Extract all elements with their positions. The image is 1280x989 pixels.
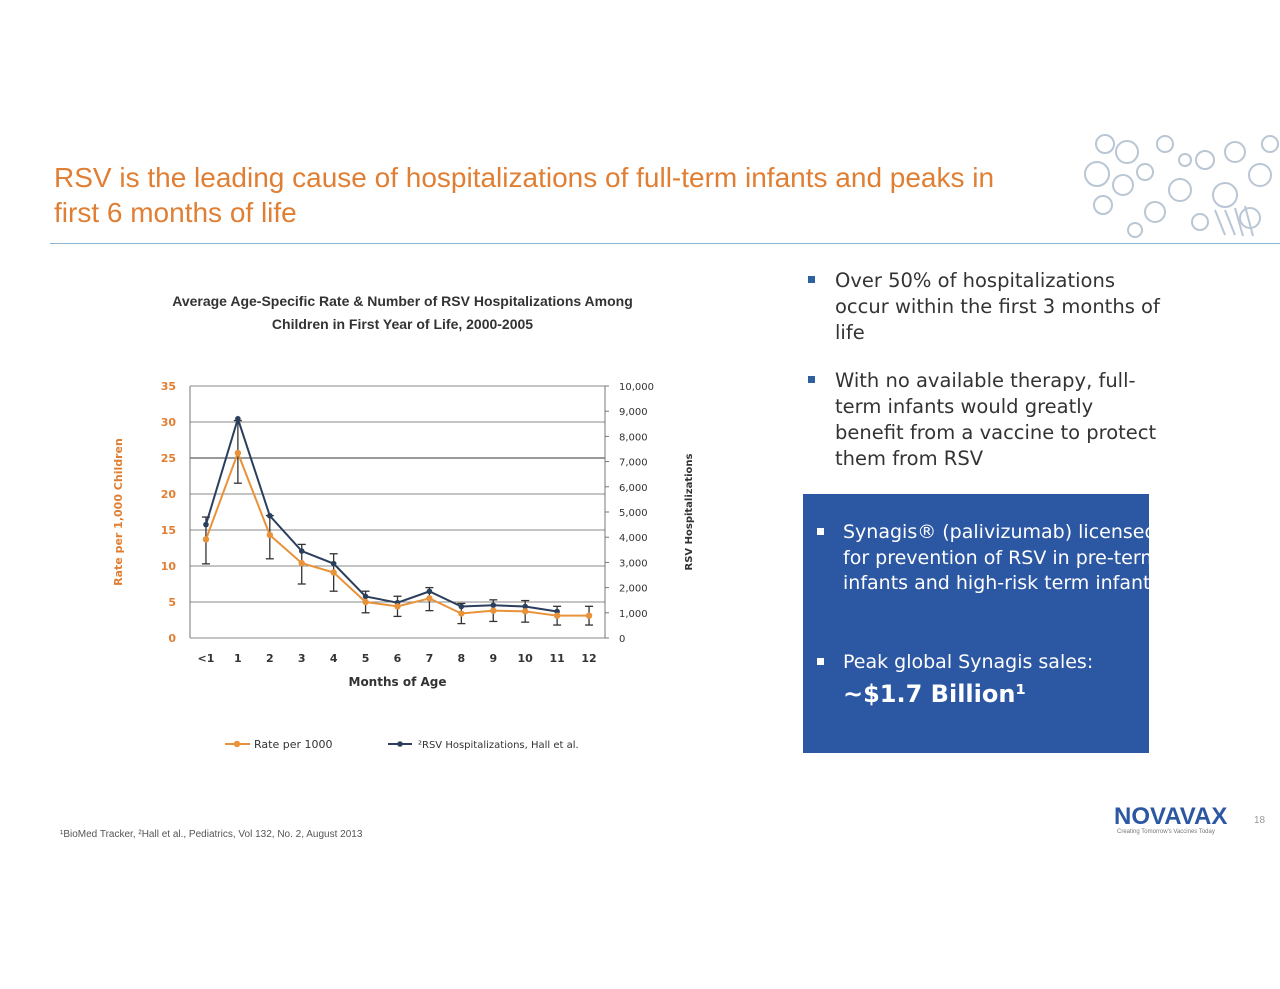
data-point-hospitalizations bbox=[235, 415, 241, 422]
legend-marker-rate bbox=[233, 740, 241, 748]
bullet-list: Over 50% of hospitalizations occur withi… bbox=[805, 268, 1160, 494]
y2-axis-label: RSV Hospitalizations bbox=[684, 453, 695, 570]
x-tick-label: 6 bbox=[394, 652, 402, 665]
y2-tick-label: 1,000 bbox=[619, 609, 648, 620]
y-tick-label: 35 bbox=[161, 380, 176, 393]
y2-tick-label: 3,000 bbox=[619, 558, 648, 569]
data-point-rate bbox=[458, 610, 465, 617]
x-tick-label: 5 bbox=[362, 652, 370, 665]
x-tick-label: 3 bbox=[298, 652, 306, 665]
y-tick-label: 10 bbox=[161, 560, 177, 573]
y2-tick-label: 8,000 bbox=[619, 432, 648, 443]
y2-tick-label: 4,000 bbox=[619, 533, 648, 544]
x-tick-label: 8 bbox=[458, 652, 466, 665]
y2-tick-label: 7,000 bbox=[619, 458, 648, 469]
x-tick-label: <1 bbox=[198, 652, 215, 665]
data-point-hospitalizations bbox=[203, 521, 209, 528]
data-point-hospitalizations bbox=[298, 548, 305, 554]
data-point-rate bbox=[426, 595, 433, 602]
data-point-hospitalizations bbox=[522, 603, 528, 610]
novavax-logo: NOVAVAX bbox=[1114, 803, 1228, 830]
data-point-rate bbox=[298, 559, 305, 567]
y-tick-label: 30 bbox=[161, 416, 177, 429]
y2-tick-label: 5,000 bbox=[619, 508, 648, 519]
legend-marker-hospitalizations bbox=[397, 741, 403, 747]
x-tick-label: 7 bbox=[426, 652, 434, 665]
y-tick-label: 5 bbox=[168, 596, 176, 609]
data-point-hospitalizations bbox=[426, 588, 433, 595]
data-point-rate bbox=[521, 608, 529, 615]
sales-value: ~$1.7 Billion¹ bbox=[843, 679, 1026, 708]
y2-tick-label: 9,000 bbox=[619, 407, 648, 418]
series-line-hospitalizations bbox=[205, 415, 558, 613]
callout-item-synagis: Synagis® (palivizumab) licensed for prev… bbox=[815, 520, 1168, 597]
legend-label-hospitalizations: ²RSV Hospitalizations, Hall et al. bbox=[418, 740, 579, 751]
callout-item-sales: Peak global Synagis sales: ~$1.7 Billion… bbox=[815, 650, 1168, 712]
data-point-rate bbox=[490, 607, 497, 614]
data-point-rate bbox=[330, 569, 337, 576]
x-axis-label: Months of Age bbox=[349, 675, 447, 689]
data-point-rate bbox=[362, 598, 369, 606]
bullet-item: With no available therapy, full-term inf… bbox=[805, 368, 1160, 472]
title-divider bbox=[50, 243, 1280, 244]
logo-tagline: Creating Tomorrow's Vaccines Today bbox=[1117, 829, 1215, 835]
y2-tick-label: 6,000 bbox=[619, 483, 648, 494]
x-tick-label: 11 bbox=[549, 652, 564, 665]
series-line-rate bbox=[205, 450, 590, 617]
legend-label-rate: Rate per 1000 bbox=[254, 738, 332, 751]
data-point-hospitalizations bbox=[330, 560, 337, 567]
data-point-rate bbox=[553, 612, 561, 619]
x-tick-label: 12 bbox=[581, 652, 596, 665]
data-point-hospitalizations bbox=[458, 603, 465, 610]
y-tick-label: 25 bbox=[161, 452, 176, 465]
footnote: ¹BioMed Tracker, ²Hall et al., Pediatric… bbox=[60, 829, 363, 840]
x-tick-label: 2 bbox=[266, 652, 274, 665]
sales-label: Peak global Synagis sales: bbox=[843, 651, 1094, 673]
data-point-rate bbox=[266, 531, 274, 539]
x-tick-label: 1 bbox=[234, 652, 242, 665]
data-point-hospitalizations bbox=[490, 602, 497, 609]
y-tick-label: 15 bbox=[161, 524, 176, 537]
molecule-decoration-icon bbox=[1084, 134, 1279, 238]
data-point-rate bbox=[202, 536, 210, 543]
data-point-rate bbox=[585, 612, 593, 619]
x-tick-label: 10 bbox=[518, 652, 534, 665]
y2-tick-label: 10,000 bbox=[619, 382, 654, 393]
data-point-rate bbox=[234, 449, 242, 457]
chart-title: Average Age-Specific Rate & Number of RS… bbox=[172, 293, 633, 332]
data-point-rate bbox=[394, 603, 401, 610]
rsv-line-chart: 0510152025303501,0002,0003,0004,0005,000… bbox=[112, 380, 695, 751]
page-number: 18 bbox=[1254, 815, 1266, 826]
y2-tick-label: 2,000 bbox=[619, 584, 648, 595]
synagis-callout-box: Synagis® (palivizumab) licensed for prev… bbox=[803, 494, 1160, 753]
x-tick-label: 9 bbox=[489, 652, 497, 665]
slide-title: RSV is the leading cause of hospitalizat… bbox=[54, 162, 995, 228]
y-tick-label: 0 bbox=[168, 632, 176, 645]
y-axis-label: Rate per 1,000 Children bbox=[112, 438, 125, 586]
data-point-hospitalizations bbox=[362, 593, 369, 600]
data-point-hospitalizations bbox=[267, 512, 273, 519]
bullet-item: Over 50% of hospitalizations occur withi… bbox=[805, 268, 1160, 346]
x-tick-label: 4 bbox=[330, 652, 338, 665]
y-tick-label: 20 bbox=[161, 488, 177, 501]
y2-tick-label: 0 bbox=[619, 634, 625, 645]
